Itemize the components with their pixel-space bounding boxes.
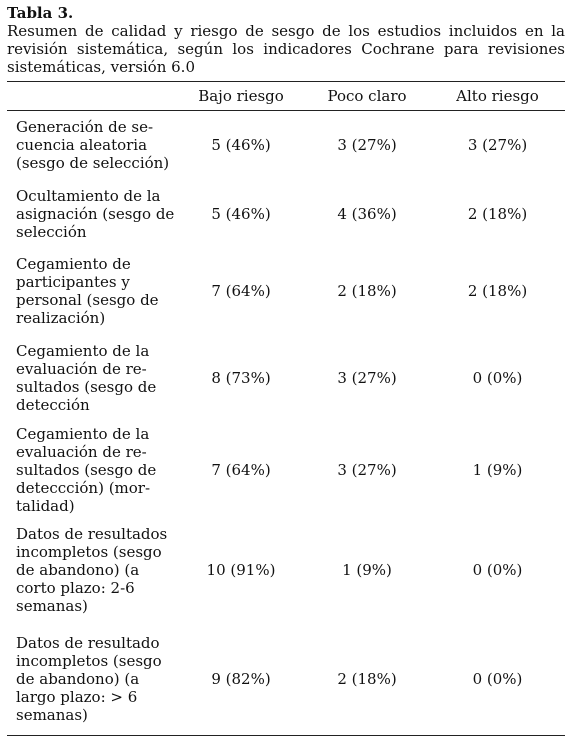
row-label-line: asignación (sesgo de [16,204,175,223]
cell-alto-riesgo: 2 (18%) [467,281,528,300]
table-row: Cegamiento de la evaluación de re-sultado… [7,334,565,422]
row-label-line: evaluación de re- [16,359,147,378]
row-label-line: Datos de resultados [16,525,168,543]
cell-poco-claro: 2 (18%) [337,669,397,688]
row-label: Cegamiento de la evaluación de re-sultado… [7,334,178,422]
cell-bajo-riesgo: 8 (73%) [211,368,271,387]
row-label: Cegamiento de participantes y personal (se… [7,248,178,334]
row-label-line: incompletos (sesgo [16,651,162,670]
table-row: Cegamiento de la evaluación de re-sultado… [7,422,565,518]
table-row: Datos de resultados incompletos (sesgo de … [7,518,565,623]
cell-poco-claro: 3 (27%) [337,136,397,155]
row-label-line: cuencia aleatoria [16,136,148,155]
table-caption-text: Resumen de calidad y riesgo de sesgo de … [7,22,565,76]
cell-bajo-riesgo: 5 (46%) [211,204,271,223]
cell-alto-riesgo: 0 (0%) [472,368,523,387]
row-label-line: talidad) [16,496,75,515]
row-label-line: de abandono) (a [16,669,140,688]
cell-alto-riesgo: 3 (27%) [467,136,528,155]
cell-alto-riesgo: 0 (0%) [472,561,523,579]
table-caption: Tabla 3. Resumen de calidad y riesgo de s… [7,4,565,76]
row-label-line: semanas) [16,705,88,724]
header-poco-claro: Poco claro [327,87,407,105]
cell-poco-claro: 3 (27%) [337,460,397,479]
table-header-row: Bajo riesgo Poco claro Alto riesgo [7,81,565,111]
header-alto-riesgo: Alto riesgo [456,87,539,105]
risk-of-bias-table: Bajo riesgo Poco claro Alto riesgo Gener… [7,81,565,736]
header-bajo-riesgo: Bajo riesgo [198,87,284,105]
row-label-line: Datos de resultado [16,633,160,652]
cell-bajo-riesgo: 7 (64%) [211,281,271,300]
table-row: Generación de se-cuencia aleatoria (sesgo… [7,111,565,180]
row-label-line: evaluación de re- [16,442,147,461]
row-label-line: semanas) [16,597,88,615]
row-label-line: Cegamiento de la [16,341,150,360]
cell-bajo-riesgo: 9 (82%) [211,669,271,688]
row-label-line: sultados (sesgo de [16,460,157,479]
cell-poco-claro: 1 (9%) [342,561,392,579]
row-label-line: (sesgo de selección) [16,154,170,173]
cell-alto-riesgo: 1 (9%) [472,460,523,479]
cell-alto-riesgo: 0 (0%) [472,669,523,688]
cell-bajo-riesgo: 10 (91%) [206,561,276,579]
row-label-line: selección [16,222,87,241]
cell-poco-claro: 4 (36%) [337,204,397,223]
row-label-line: sultados (sesgo de [16,377,157,396]
row-label: Cegamiento de la evaluación de re-sultado… [7,422,178,518]
header-empty [7,82,178,111]
cell-poco-claro: 3 (27%) [337,368,397,387]
cell-poco-claro: 2 (18%) [337,281,397,300]
table-caption-label: Tabla 3. [7,4,74,22]
row-label: Ocultamiento de la asignación (sesgo de se… [7,180,178,248]
row-label-line: Cegamiento de la [16,424,150,443]
cell-bajo-riesgo: 5 (46%) [211,136,271,155]
row-label-line: de abandono) (a [16,561,140,579]
row-label-line: Ocultamiento de la [16,186,161,205]
row-label-line: largo plazo: > 6 [16,687,138,706]
cell-alto-riesgo: 2 (18%) [467,204,528,223]
table-row: Cegamiento de participantes y personal (se… [7,248,565,334]
cell-bajo-riesgo: 7 (64%) [211,460,271,479]
row-label-line: detección [16,395,90,414]
row-label-line: participantes y [16,272,130,291]
row-label-line: realización) [16,308,106,327]
row-label: Datos de resultados incompletos (sesgo de … [7,518,178,623]
table-row: Datos de resultado incompletos (sesgo de a… [7,623,565,736]
row-label-line: incompletos (sesgo [16,543,162,561]
table-body: Generación de se-cuencia aleatoria (sesgo… [7,111,565,736]
row-label-line: Generación de se- [16,118,154,137]
row-label-line: Cegamiento de [16,254,131,273]
row-label-line: personal (sesgo de [16,290,159,309]
table-row: Ocultamiento de la asignación (sesgo de se… [7,180,565,248]
row-label-line: corto plazo: 2-6 [16,579,135,597]
row-label: Datos de resultado incompletos (sesgo de a… [7,623,178,736]
row-label: Generación de se-cuencia aleatoria (sesgo… [7,111,178,180]
row-label-line: deteccción) (mor- [16,478,151,497]
